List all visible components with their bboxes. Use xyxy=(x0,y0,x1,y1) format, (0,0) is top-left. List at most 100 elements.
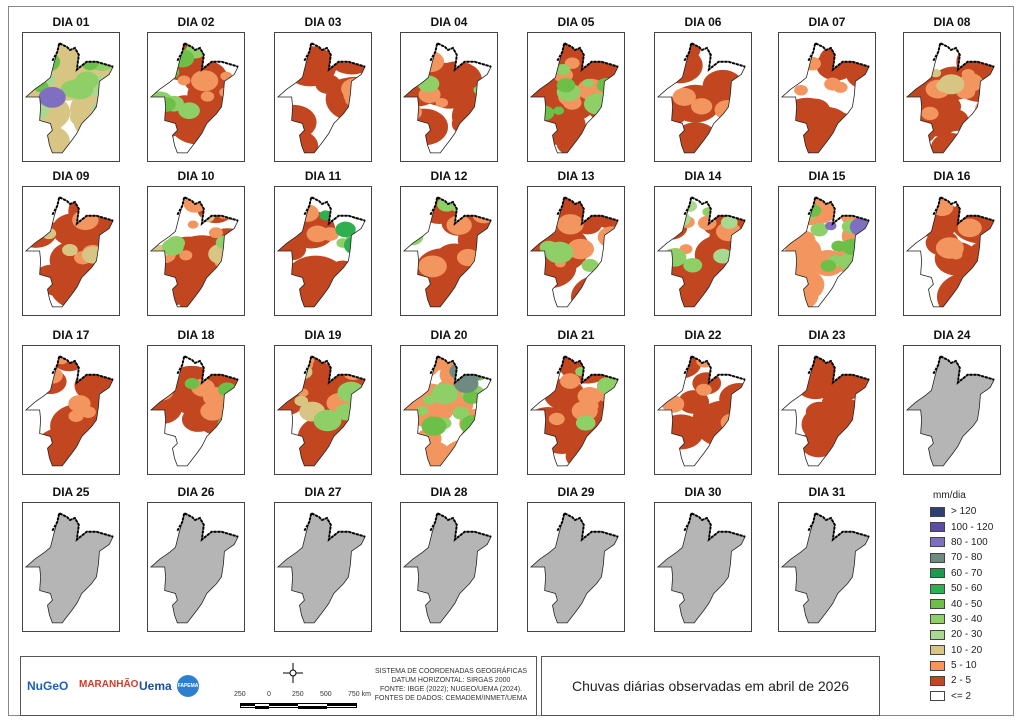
rainfall-area xyxy=(783,205,807,224)
rainfall-area xyxy=(539,53,558,68)
info-line: SISTEMA DE COORDENADAS GEOGRÁFICAS xyxy=(374,668,528,675)
state-map xyxy=(276,195,366,308)
daily-map-16: DIA 16 xyxy=(903,168,1001,316)
daily-map-24: DIA 24 xyxy=(903,327,1001,475)
rainfall-area xyxy=(472,205,492,224)
state-fill xyxy=(781,513,870,623)
rainfall-area xyxy=(187,220,199,229)
state-map xyxy=(24,511,114,624)
map-frame xyxy=(654,186,752,316)
rainfall-area xyxy=(782,268,825,301)
rainfall-area xyxy=(958,73,983,92)
rainfall-area xyxy=(582,78,594,88)
day-title: DIA 16 xyxy=(933,169,971,183)
coastline xyxy=(303,195,366,226)
day-title: DIA 11 xyxy=(304,169,342,183)
rainfall-areas xyxy=(403,197,492,307)
map-frame xyxy=(400,502,498,632)
rainfall-area xyxy=(404,51,421,64)
rainfall-area xyxy=(720,413,745,432)
state-map xyxy=(780,41,870,154)
rainfall-area xyxy=(575,415,596,431)
rainfall-area xyxy=(702,207,715,217)
map-frame xyxy=(274,32,372,162)
rainfall-area xyxy=(343,432,366,456)
coastline xyxy=(556,511,619,542)
rainfall-area xyxy=(343,85,366,105)
rainfall-area xyxy=(969,241,995,263)
state-fill xyxy=(530,513,619,623)
coastline xyxy=(303,511,366,542)
rainfall-area xyxy=(288,365,306,379)
state-map xyxy=(149,511,239,624)
rainfall-area xyxy=(62,244,78,257)
rainfall-area xyxy=(150,43,173,56)
rainfall-area xyxy=(99,47,114,59)
rainfall-area xyxy=(29,125,70,153)
map-frame xyxy=(400,186,498,316)
daily-map-14: DIA 14 xyxy=(654,168,752,316)
coastline xyxy=(683,195,746,226)
daily-map-18: DIA 18 xyxy=(147,327,245,475)
state-map xyxy=(402,511,492,624)
rainfall-area xyxy=(531,359,546,371)
daily-map-7: DIA 07 xyxy=(778,14,876,162)
rainfall-area xyxy=(715,113,746,141)
rainfall-area xyxy=(701,276,732,300)
coastline xyxy=(932,354,995,385)
state-map xyxy=(529,195,619,308)
coastline xyxy=(176,195,239,226)
day-title: DIA 31 xyxy=(808,485,846,499)
day-title: DIA 04 xyxy=(430,15,468,29)
daily-map-9: DIA 09 xyxy=(22,168,120,316)
coastline xyxy=(932,41,995,72)
rainfall-area xyxy=(565,444,598,466)
rainfall-area xyxy=(409,43,434,56)
coastline xyxy=(51,195,114,226)
state-map xyxy=(402,354,492,467)
coastline xyxy=(176,511,239,542)
legend-label: <= 2 xyxy=(951,690,972,702)
state-map xyxy=(276,354,366,467)
day-title: DIA 12 xyxy=(430,169,468,183)
legend-label: > 120 xyxy=(951,506,977,518)
daily-map-1: DIA 01 xyxy=(22,14,120,162)
rainfall-area xyxy=(156,97,176,112)
map-frame xyxy=(654,345,752,475)
daily-map-3: DIA 03 xyxy=(274,14,372,162)
rainfall-area xyxy=(581,258,599,272)
scale-bar xyxy=(240,703,357,709)
map-frame xyxy=(274,345,372,475)
state-map xyxy=(529,354,619,467)
coastline xyxy=(556,195,619,226)
rainfall-area xyxy=(553,106,565,115)
rainfall-area xyxy=(555,64,571,76)
nugeo-logo: NuGeO xyxy=(27,679,69,693)
daily-map-11: DIA 11 xyxy=(274,168,372,316)
map-frame xyxy=(654,502,752,632)
rainfall-area xyxy=(678,390,710,414)
legend-item: 40 - 50 xyxy=(930,596,1005,611)
coastline xyxy=(429,511,492,542)
day-title: DIA 15 xyxy=(808,169,846,183)
day-title: DIA 24 xyxy=(933,328,971,342)
legend-swatch xyxy=(930,583,945,594)
legend-item: 2 - 5 xyxy=(930,673,1005,688)
rainfall-area xyxy=(91,99,114,121)
rainfall-area xyxy=(150,356,181,374)
day-title: DIA 21 xyxy=(557,328,595,342)
rainfall-area xyxy=(454,374,479,393)
legend-label: 60 - 70 xyxy=(951,567,983,579)
rainfall-area xyxy=(446,215,472,235)
scale-label: 500 xyxy=(320,691,332,698)
map-frame xyxy=(400,345,498,475)
map-frame xyxy=(147,502,245,632)
rainfall-area xyxy=(697,215,717,231)
day-title: DIA 13 xyxy=(557,169,595,183)
legend-label: 80 - 100 xyxy=(951,536,988,548)
scale-label: 250 xyxy=(292,691,304,698)
coastline xyxy=(932,195,995,226)
map-frame xyxy=(527,186,625,316)
daily-map-28: DIA 28 xyxy=(400,484,498,632)
legend-item: > 120 xyxy=(930,504,1005,519)
